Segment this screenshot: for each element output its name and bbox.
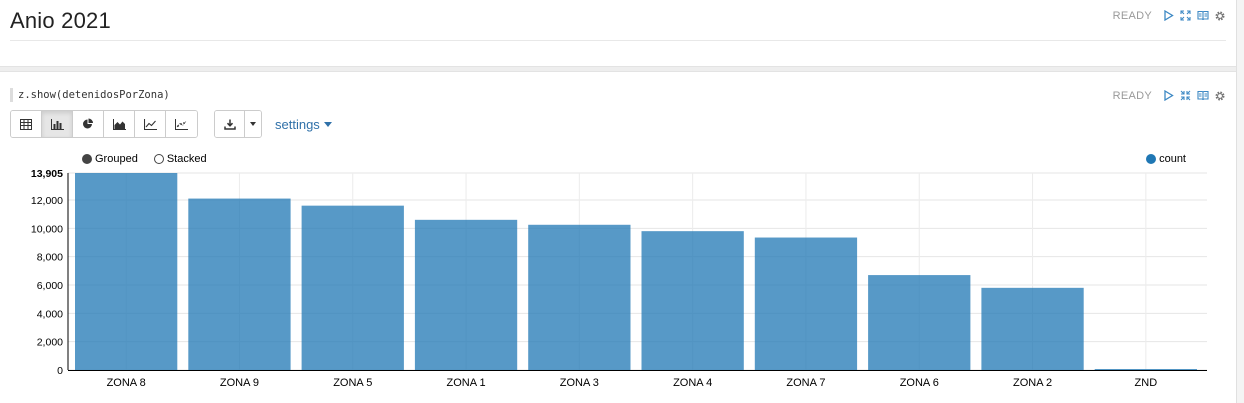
y-tick-label: 8,000	[37, 252, 63, 264]
series-legend-item[interactable]: count	[1146, 153, 1186, 165]
bar-znd	[1094, 369, 1197, 370]
paragraph-separator	[0, 66, 1244, 72]
chevron-down-icon	[250, 122, 256, 126]
x-tick-label: ZONA 8	[107, 377, 146, 389]
paragraph-controls: READY	[1113, 89, 1226, 102]
bar-chart-icon	[50, 118, 64, 130]
download-button-group	[214, 110, 262, 138]
table-view-button[interactable]	[11, 111, 42, 137]
bar-chart-view-button[interactable]	[42, 111, 73, 137]
title-divider	[10, 40, 1226, 41]
x-tick-label: ZONA 9	[220, 377, 259, 389]
table-icon	[20, 118, 32, 130]
download-options-button[interactable]	[245, 111, 261, 137]
x-tick-label: ZONA 7	[786, 377, 825, 389]
scatter-chart-icon	[175, 118, 188, 130]
y-tick-label: 10,000	[31, 223, 63, 235]
download-icon	[223, 119, 236, 130]
run-icon[interactable]	[1162, 9, 1175, 22]
code-editor[interactable]: z.show(detenidosPorZona)	[10, 88, 170, 102]
bar-zona-4	[641, 231, 744, 370]
area-chart-icon	[112, 118, 126, 130]
grouped-label: Grouped	[95, 153, 138, 165]
radio-selected-icon	[82, 154, 92, 164]
x-tick-label: ZONA 2	[1013, 377, 1052, 389]
gear-icon[interactable]	[1213, 9, 1226, 22]
settings-toggle[interactable]: settings	[275, 117, 332, 132]
stacked-option[interactable]: Stacked	[153, 153, 207, 165]
stacked-label: Stacked	[166, 153, 207, 165]
book-icon[interactable]	[1196, 89, 1209, 102]
y-tick-label: 12,000	[31, 195, 63, 207]
chart-paragraph: z.show(detenidosPorZona) READY	[0, 72, 1236, 403]
paragraph-title: Anio 2021	[10, 8, 111, 33]
collapse-icon[interactable]	[1179, 89, 1192, 102]
visualization-toolbar: settings	[10, 110, 332, 138]
x-tick-label: ZONA 5	[333, 377, 372, 389]
caret-down-icon	[323, 121, 332, 127]
y-tick-label: 2,000	[37, 337, 63, 349]
pie-chart-icon	[83, 118, 93, 129]
pie-chart-view-button[interactable]	[73, 111, 104, 137]
series-label: count	[1159, 153, 1186, 165]
line-chart-view-button[interactable]	[135, 111, 166, 137]
x-tick-label: ZND	[1135, 377, 1158, 389]
bar-zona-2	[981, 287, 1084, 370]
bar-zona-5	[301, 205, 404, 370]
x-tick-label: ZONA 3	[560, 377, 599, 389]
bar-zona-9	[188, 198, 291, 370]
bar-zona-8	[75, 173, 178, 370]
gear-icon[interactable]	[1213, 89, 1226, 102]
status-label: READY	[1112, 89, 1152, 102]
scrollbar[interactable]	[1236, 0, 1244, 403]
radio-unselected-icon	[153, 154, 164, 164]
status-label: READY	[1112, 9, 1152, 22]
y-tick-label: 6,000	[37, 280, 63, 292]
run-icon[interactable]	[1162, 89, 1175, 102]
y-max-label: 13,905	[31, 168, 63, 180]
series-color-icon	[1146, 154, 1157, 164]
y-tick-label: 4,000	[37, 308, 63, 320]
expand-icon[interactable]	[1179, 9, 1192, 22]
x-tick-label: ZONA 4	[673, 377, 712, 389]
x-tick-label: ZONA 6	[900, 377, 939, 389]
x-tick-label: ZONA 1	[446, 377, 485, 389]
y-tick-label: 0	[57, 365, 63, 377]
bar-mode-legend: Grouped Stacked	[82, 153, 223, 165]
bar-chart: 0 2,000 4,000 6,000 8,000 10,000 12,000 13,905 Z…	[31, 168, 1207, 389]
bar-zona-3	[528, 224, 631, 370]
title-paragraph: Anio 2021 READY	[0, 0, 1236, 66]
bar-zona-1	[414, 219, 518, 370]
grouped-option[interactable]: Grouped	[82, 153, 138, 165]
bar-zona-7	[754, 237, 858, 370]
view-button-group	[10, 110, 198, 138]
bar-zona-6	[868, 275, 971, 370]
line-chart-icon	[143, 118, 157, 130]
area-chart-view-button[interactable]	[104, 111, 135, 137]
settings-label: settings	[275, 116, 320, 132]
scatter-chart-view-button[interactable]	[166, 111, 197, 137]
paragraph-controls: READY	[1113, 9, 1226, 22]
download-button[interactable]	[215, 111, 245, 137]
book-icon[interactable]	[1196, 9, 1209, 22]
